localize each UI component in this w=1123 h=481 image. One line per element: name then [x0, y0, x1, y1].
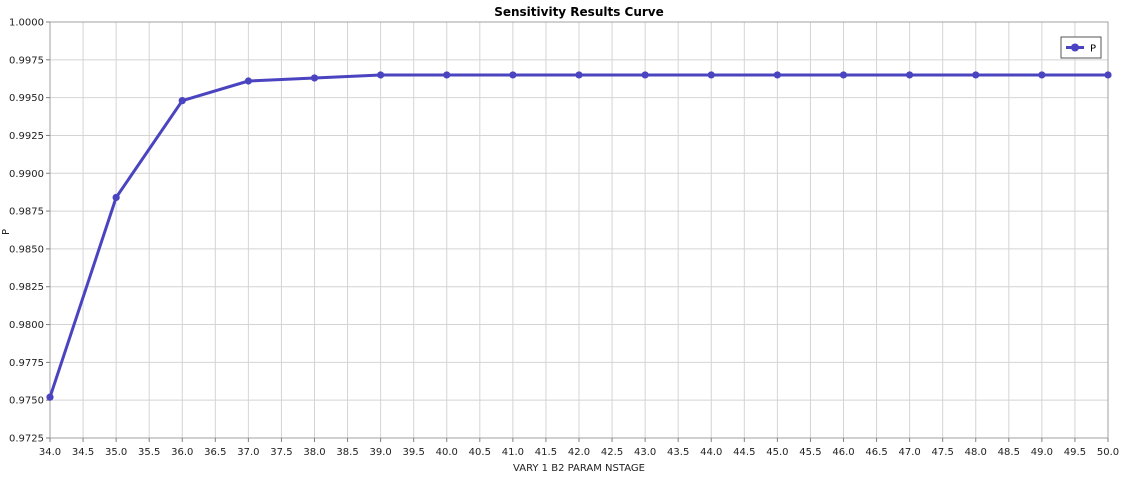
x-tick-label: 44.0 — [700, 447, 722, 458]
x-tick-label: 36.5 — [204, 447, 226, 458]
legend: P — [1060, 36, 1102, 59]
x-tick-label: 45.0 — [766, 447, 788, 458]
data-point — [377, 71, 385, 79]
x-tick-label: 35.0 — [105, 447, 127, 458]
data-point — [112, 193, 120, 202]
x-tick-label: 48.5 — [998, 447, 1020, 458]
data-point — [46, 393, 54, 401]
y-tick-label: 1.0000 — [9, 18, 44, 29]
series — [46, 71, 1112, 401]
x-tick-label: 49.5 — [1064, 447, 1086, 458]
data-point — [641, 71, 649, 79]
x-tick-label: 41.0 — [502, 447, 524, 458]
y-axis-ticks: 0.9725 0.9750 0.9775 0.9800 0.9825 0.9850 0.98… — [9, 18, 50, 445]
x-tick-label: 39.5 — [403, 447, 425, 458]
x-axis-label: VARY 1 B2 PARAM NSTAGE — [513, 463, 645, 474]
x-tick-label: 43.0 — [634, 447, 656, 458]
data-point — [178, 97, 186, 105]
x-tick-label: 42.5 — [601, 447, 623, 458]
x-tick-label: 46.0 — [832, 447, 854, 458]
y-tick-label: 0.9900 — [9, 169, 44, 180]
x-tick-label: 48.0 — [965, 447, 987, 458]
x-tick-label: 34.0 — [39, 447, 61, 458]
data-point — [575, 71, 583, 79]
data-point — [310, 74, 319, 82]
y-tick-label: 0.9775 — [9, 358, 44, 369]
legend-marker — [1071, 43, 1079, 52]
x-tick-label: 41.5 — [535, 447, 557, 458]
x-tick-label: 36.0 — [171, 447, 193, 458]
x-tick-label: 39.0 — [369, 447, 391, 458]
legend-label: P — [1090, 44, 1096, 55]
y-tick-label: 0.9800 — [9, 320, 44, 331]
x-tick-label: 38.0 — [303, 447, 325, 458]
x-tick-label: 37.0 — [237, 447, 259, 458]
data-point — [244, 77, 252, 85]
chart-title: Sensitivity Results Curve — [494, 5, 664, 19]
x-tick-label: 47.5 — [932, 447, 954, 458]
x-tick-label: 42.0 — [568, 447, 590, 458]
data-point — [443, 71, 451, 79]
grid — [49, 21, 1109, 439]
y-tick-label: 0.9825 — [9, 282, 44, 293]
x-tick-label: 46.5 — [865, 447, 887, 458]
y-tick-label: 0.9950 — [9, 93, 44, 104]
x-axis-ticks: 34.0 34.5 35.0 35.5 36.0 36.5 37.0 37.5 38.0 38.5… — [39, 438, 1119, 458]
data-point — [972, 71, 980, 79]
x-tick-label: 47.0 — [898, 447, 920, 458]
y-tick-label: 0.9975 — [9, 55, 44, 66]
x-tick-label: 44.5 — [733, 447, 755, 458]
data-point — [707, 71, 715, 79]
x-tick-label: 45.5 — [799, 447, 821, 458]
data-point — [1038, 71, 1046, 79]
data-point — [509, 71, 517, 79]
y-tick-label: 0.9725 — [9, 434, 44, 445]
x-tick-label: 49.0 — [1031, 447, 1053, 458]
x-tick-label: 34.5 — [72, 447, 94, 458]
x-tick-label: 50.0 — [1097, 447, 1119, 458]
x-tick-label: 37.5 — [270, 447, 292, 458]
y-tick-label: 0.9850 — [9, 244, 44, 255]
x-tick-label: 35.5 — [138, 447, 160, 458]
x-tick-label: 40.5 — [469, 447, 491, 458]
y-tick-label: 0.9875 — [9, 207, 44, 218]
data-point — [839, 71, 848, 79]
y-tick-label: 0.9925 — [9, 131, 44, 142]
data-point — [1104, 71, 1112, 79]
y-tick-label: 0.9750 — [9, 396, 44, 407]
data-point — [906, 71, 914, 79]
x-tick-label: 43.5 — [667, 447, 689, 458]
y-axis-label: P — [1, 229, 12, 235]
x-tick-label: 38.5 — [336, 447, 358, 458]
x-tick-label: 40.0 — [436, 447, 458, 458]
data-point — [773, 71, 781, 79]
